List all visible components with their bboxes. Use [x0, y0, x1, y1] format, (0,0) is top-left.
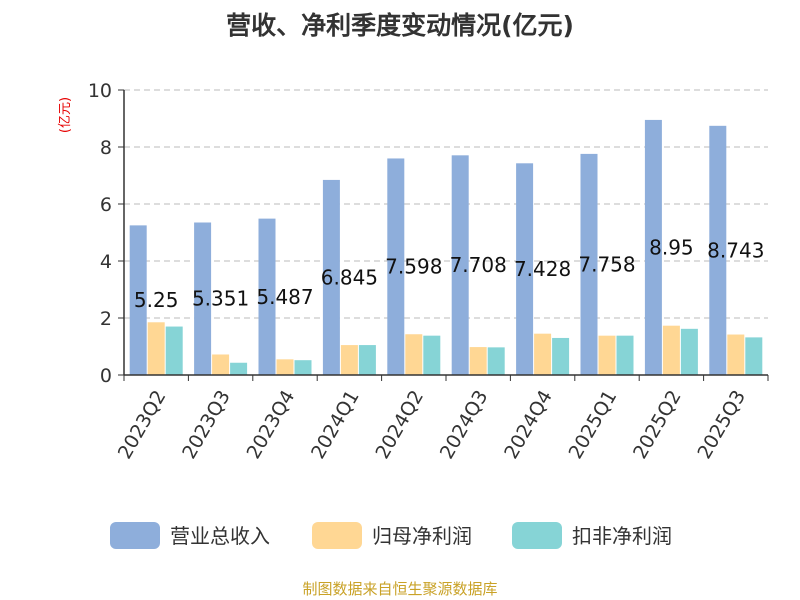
data-label: 8.95: [649, 235, 694, 259]
legend-label: 营业总收入: [170, 524, 270, 548]
bar-营业总收入: [580, 153, 598, 375]
bar-营业总收入: [644, 119, 662, 375]
data-label: 5.25: [134, 288, 179, 312]
legend-label: 扣非净利润: [572, 524, 672, 548]
x-tick-label: 2024Q4: [500, 387, 557, 463]
legend-swatch: [512, 522, 562, 549]
bar-营业总收入: [709, 125, 727, 376]
bar-归母净利润: [469, 347, 487, 375]
bar-扣非净利润: [423, 335, 441, 375]
bar-扣非净利润: [487, 347, 505, 375]
data-labels: 5.25 5.351 5.487 6.845 7.598 7.708 7.428 7.758 8…: [134, 235, 764, 312]
legend-label: 归母净利润: [372, 524, 472, 548]
source-note: 制图数据来自恒生聚源数据库: [302, 580, 497, 598]
data-label: 7.428: [514, 257, 571, 281]
legend-swatch: [312, 522, 362, 549]
bar-扣非净利润: [552, 337, 570, 375]
bar-扣非净利润: [294, 360, 312, 375]
y-tick-label: 4: [100, 251, 112, 273]
bar-归母净利润: [598, 335, 616, 375]
x-tick-label: 2024Q3: [436, 387, 493, 463]
bar-扣非净利润: [745, 337, 763, 375]
bar-扣非净利润: [230, 362, 248, 375]
y-tick-label: 8: [100, 137, 112, 159]
bar-归母净利润: [212, 354, 230, 375]
bar-营业总收入: [322, 179, 340, 375]
bar-营业总收入: [451, 155, 469, 375]
bar-扣非净利润: [358, 345, 376, 375]
x-tick-label: 2024Q2: [371, 387, 428, 463]
data-label: 5.487: [256, 285, 313, 309]
bar-扣非净利润: [165, 326, 183, 375]
bar-扣非净利润: [616, 335, 634, 375]
bar-营业总收入: [387, 158, 405, 375]
x-tick-label: 2024Q1: [307, 387, 364, 463]
legend: 营业总收入 归母净利润 扣非净利润: [110, 522, 672, 549]
bar-归母净利润: [534, 333, 552, 375]
grid-lines: [124, 89, 768, 319]
y-tick-label: 6: [100, 194, 112, 216]
bar-归母净利润: [147, 322, 165, 375]
bar-营业总收入: [194, 222, 212, 375]
y-tick-label: 0: [100, 365, 112, 387]
data-label: 7.598: [385, 255, 442, 279]
x-tick-label: 2023Q3: [178, 387, 235, 463]
chart-title: 营收、净利季度变动情况(亿元): [226, 11, 574, 40]
bar-营业总收入: [516, 163, 534, 375]
y-tick-label: 2: [100, 308, 112, 330]
data-label: 8.743: [707, 238, 764, 262]
x-tick-label: 2025Q2: [629, 387, 686, 463]
bar-归母净利润: [405, 334, 423, 375]
data-label: 6.845: [321, 265, 378, 289]
bar-归母净利润: [340, 345, 358, 375]
x-tick-label: 2023Q4: [243, 387, 300, 463]
bar-归母净利润: [727, 334, 745, 375]
legend-swatch: [110, 522, 160, 549]
bars: [129, 119, 763, 376]
data-label: 7.708: [450, 253, 507, 277]
bar-营业总收入: [258, 218, 276, 375]
x-tick-label: 2025Q1: [565, 387, 622, 463]
bar-归母净利润: [662, 325, 680, 375]
bar-扣非净利润: [680, 328, 698, 375]
data-label: 7.758: [578, 252, 635, 276]
y-tick-label: 10: [88, 80, 112, 102]
bar-归母净利润: [276, 359, 294, 375]
x-tick-label: 2023Q2: [114, 387, 171, 463]
y-axis-label: (亿元): [58, 97, 73, 133]
data-label: 5.351: [192, 287, 249, 311]
x-tick-label: 2025Q3: [693, 387, 750, 463]
bar-营业总收入: [129, 225, 147, 375]
